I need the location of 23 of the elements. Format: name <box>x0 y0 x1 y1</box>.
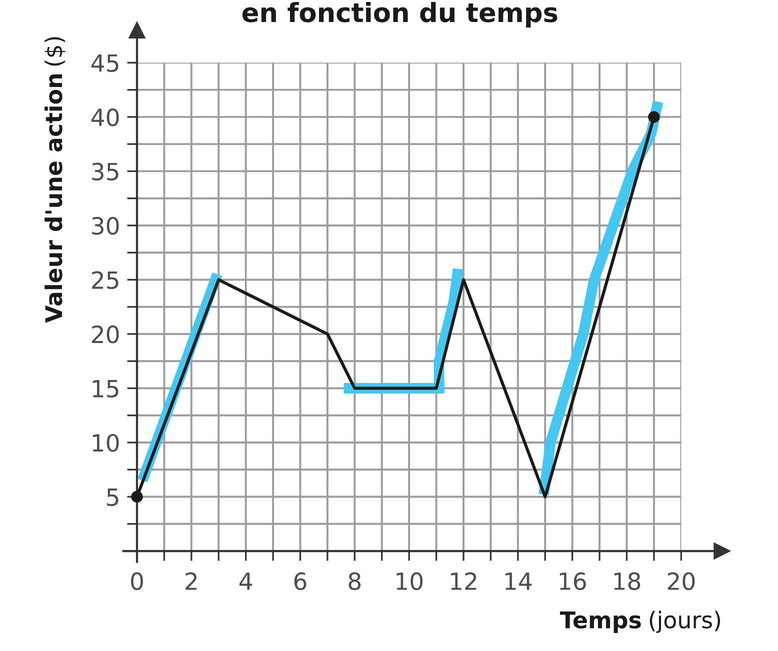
x-tick-label: 0 <box>131 572 143 590</box>
x-tick-label: 8 <box>348 572 361 590</box>
y-tick-label: 10 <box>92 434 119 452</box>
y-tick-label: 45 <box>91 54 118 72</box>
y-tick-label: 20 <box>92 325 119 344</box>
y-tick-label: 30 <box>92 216 119 235</box>
x-tick-label: 4 <box>239 572 252 590</box>
y-tick-label: 5 <box>107 488 118 506</box>
y-tick-label: 15 <box>92 380 118 398</box>
x-tick-label: 2 <box>186 572 197 590</box>
y-tick-label: 35 <box>92 162 118 181</box>
x-axis-title: Temps (jours) <box>560 610 720 633</box>
chart-title: en fonction du temps <box>242 2 558 28</box>
x-tick-label: 14 <box>505 572 532 590</box>
x-tick-label: 12 <box>451 572 476 590</box>
x-tick-label: 10 <box>396 572 423 590</box>
x-tick-label: 20 <box>668 572 695 590</box>
x-tick-label: 16 <box>560 572 586 590</box>
x-tick-label: 6 <box>294 572 306 590</box>
y-tick-label: 40 <box>91 108 119 126</box>
x-tick-label: 18 <box>614 572 640 590</box>
y-axis-title: Valeur d'une action ($) <box>44 37 66 323</box>
y-tick-label: 25 <box>92 271 118 290</box>
